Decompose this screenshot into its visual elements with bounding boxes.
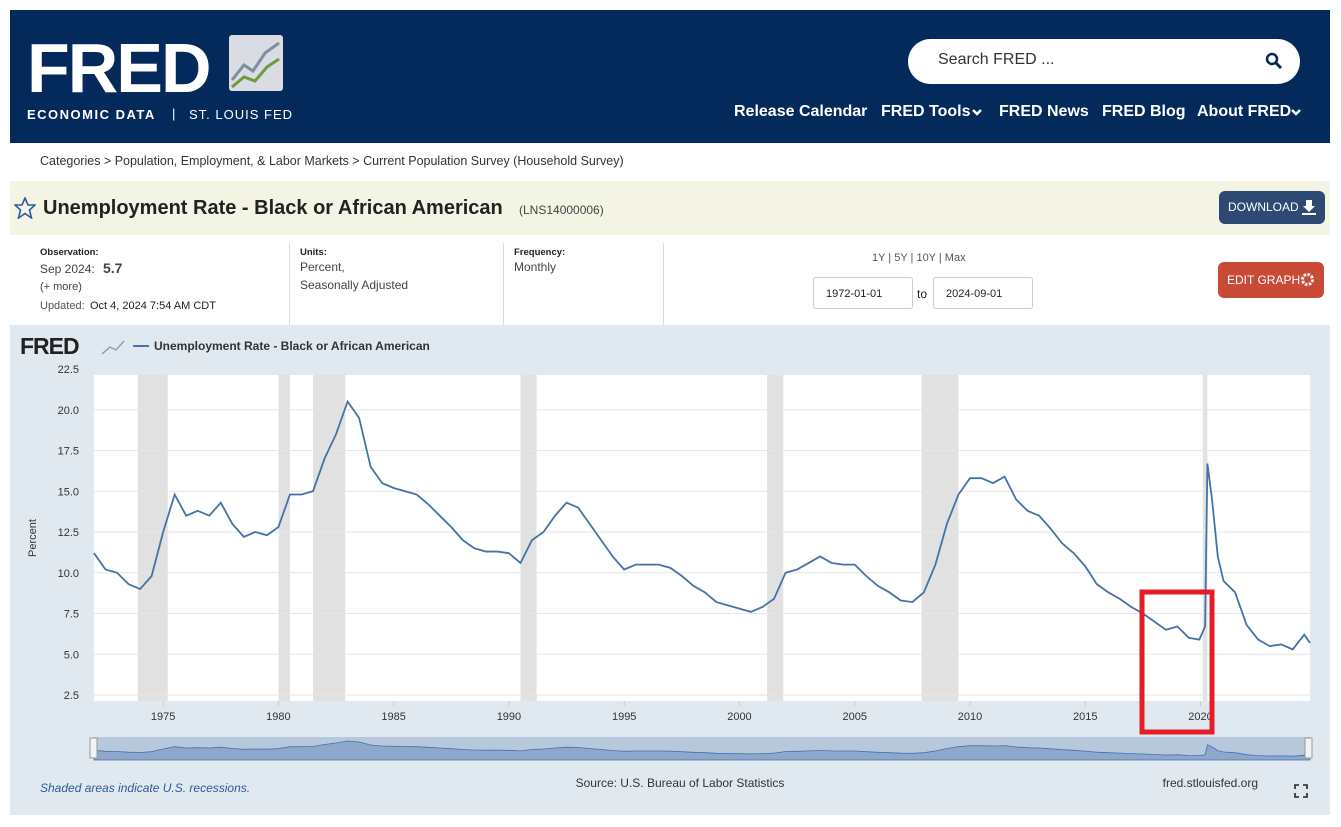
recession-band <box>278 375 290 701</box>
download-icon <box>1302 200 1316 215</box>
chart-logo-icon <box>101 340 125 355</box>
tagline: ECONOMIC DATA <box>27 107 156 122</box>
y-tick-label: 20.0 <box>58 405 79 417</box>
fullscreen-icon[interactable] <box>1294 784 1308 798</box>
units: Seasonally Adjusted <box>300 278 409 292</box>
obs-value: 5.7 <box>103 260 123 276</box>
x-tick-label: 2000 <box>727 711 751 723</box>
label: Units: <box>300 247 327 258</box>
y-tick-label: 7.5 <box>64 609 79 621</box>
recession-band <box>767 375 784 701</box>
x-tick-label: 2015 <box>1073 711 1097 723</box>
frequency: Monthly <box>514 260 557 274</box>
download-glyph <box>1302 200 1316 215</box>
caret-line <box>1291 109 1301 116</box>
logo-icon <box>229 35 283 91</box>
more-link[interactable]: (+ more) <box>40 281 82 293</box>
obs-date: Sep 2024: <box>40 262 95 276</box>
label: Observation: <box>40 247 99 258</box>
recession-band <box>1202 375 1208 701</box>
logo[interactable]: FRED <box>27 29 212 107</box>
start-date[interactable]: 1972-01-01 <box>813 277 913 309</box>
x-tick-label: 1975 <box>151 711 175 723</box>
search-placeholder[interactable]: Search FRED ... <box>938 51 1055 68</box>
navigator-layer <box>93 740 1311 761</box>
caret <box>972 109 982 116</box>
navigator-area <box>93 740 1311 761</box>
y-tick-label: 10.0 <box>58 568 79 580</box>
title-bar <box>10 181 1330 235</box>
series-title: Unemployment Rate - Black or African Ame… <box>43 197 503 219</box>
divider <box>663 243 664 325</box>
x-tick-label: 2020 <box>1188 711 1212 723</box>
recession-band <box>312 375 346 701</box>
recession-band <box>137 375 168 701</box>
search-icon[interactable] <box>1265 52 1283 70</box>
y-tick-label: 5.0 <box>64 649 79 661</box>
divider <box>289 243 290 325</box>
highlight-box <box>1139 589 1215 735</box>
logo-line <box>231 57 280 89</box>
y-tick-label: 15.0 <box>58 486 79 498</box>
nav-item[interactable]: About FRED <box>1197 103 1292 120</box>
chart-logo: FRED <box>20 333 79 359</box>
legend-label: Unemployment Rate - Black or African Ame… <box>154 339 430 353</box>
search-handle <box>1274 61 1283 70</box>
breadcrumb[interactable]: Categories > Population, Employment, & L… <box>40 154 624 168</box>
y-tick-label: 22.5 <box>58 364 79 376</box>
divider <box>503 243 504 325</box>
x-tick-label: 1990 <box>497 711 521 723</box>
y-tick-label: 12.5 <box>58 527 79 539</box>
recession-band <box>921 375 959 701</box>
gear <box>1301 273 1314 286</box>
range-links[interactable]: 1Y | 5Y | 10Y | Max <box>872 252 966 264</box>
nav-item[interactable]: Release Calendar <box>734 103 868 120</box>
label: Frequency: <box>514 247 566 258</box>
caret-line <box>972 109 982 116</box>
tagline-sep: | <box>172 106 176 121</box>
x-tick-label: 2005 <box>842 711 866 723</box>
recession-note: Shaded areas indicate U.S. recessions. <box>40 781 250 795</box>
logo-line <box>230 41 280 81</box>
nav-item[interactable]: FRED Tools <box>881 103 971 120</box>
updated: Oct 4, 2024 7:54 AM CDT <box>90 300 216 312</box>
x-tick-label: 1985 <box>381 711 405 723</box>
end-date[interactable]: 2024-09-01 <box>933 277 1033 309</box>
nav-item[interactable]: FRED Blog <box>1102 103 1186 120</box>
y-tick-label: 2.5 <box>64 690 79 702</box>
x-tick-label: 1995 <box>612 711 636 723</box>
series-id: (LNS14000006) <box>519 203 604 217</box>
source: Source: U.S. Bureau of Labor Statistics <box>576 776 785 790</box>
tagline: ST. LOUIS FED <box>189 107 294 122</box>
nav-item[interactable]: FRED News <box>999 103 1089 120</box>
star <box>14 197 36 219</box>
to-label: to <box>917 287 928 301</box>
caret <box>1291 109 1301 116</box>
navigator-handle[interactable] <box>89 737 98 759</box>
plot-layer: 2.5 5.0 7.5 10.0 12.5 15.0 17.5 20.0 22.5 1975 198… <box>58 364 1311 723</box>
gear-icon <box>1301 273 1314 286</box>
star-icon[interactable] <box>14 197 36 219</box>
search-box[interactable] <box>908 39 1300 84</box>
search-lens <box>1265 52 1279 66</box>
units: Percent, <box>300 260 345 274</box>
y-tick-label: 17.5 <box>58 446 79 458</box>
label: Updated: <box>40 300 85 312</box>
edit-graph-button[interactable]: EDIT GRAPH <box>1218 262 1324 298</box>
x-tick-label: 2010 <box>958 711 982 723</box>
x-tick-label: 1980 <box>266 711 290 723</box>
y-axis-label: Percent <box>27 519 39 557</box>
navigator-handle[interactable] <box>1304 737 1313 759</box>
site[interactable]: fred.stlouisfed.org <box>1163 776 1258 790</box>
recession-band <box>520 375 537 701</box>
plot-area <box>94 375 1310 701</box>
